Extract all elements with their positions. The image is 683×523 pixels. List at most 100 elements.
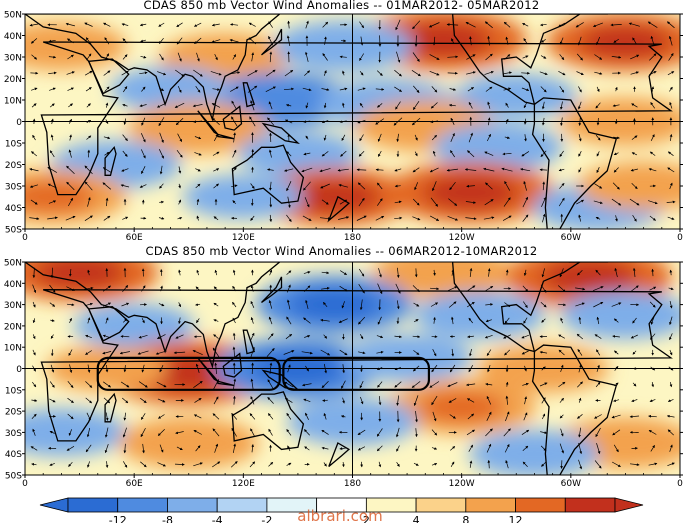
wind-vector xyxy=(287,445,291,452)
wind-vector xyxy=(614,86,618,92)
wind-vector xyxy=(614,350,619,355)
wind-vector xyxy=(613,152,619,156)
wind-vector xyxy=(195,168,201,172)
wind-vector xyxy=(375,168,384,172)
wind-vector xyxy=(121,397,129,404)
wind-vector xyxy=(177,85,182,93)
wind-vector xyxy=(487,35,491,46)
wind-vector xyxy=(159,87,164,91)
wind-vector xyxy=(268,428,273,436)
wind-vector xyxy=(650,35,655,46)
wind-vector xyxy=(504,349,511,356)
wind-vector xyxy=(520,168,531,172)
wind-vector xyxy=(539,168,548,172)
wind-vector xyxy=(394,184,401,188)
wind-vector xyxy=(66,181,75,191)
wind-vector xyxy=(303,317,311,324)
wind-vector xyxy=(339,447,347,450)
wind-vector xyxy=(249,461,256,468)
wind-vector xyxy=(250,396,255,405)
wind-vector xyxy=(595,269,601,276)
wind-vector xyxy=(265,69,276,77)
wind-vector xyxy=(505,269,509,276)
wind-vector xyxy=(412,52,420,62)
wind-vector xyxy=(632,267,636,278)
wind-vector xyxy=(323,334,328,339)
wind-vector xyxy=(485,286,494,292)
colorbar-label: 8 xyxy=(462,514,469,523)
wind-vector xyxy=(104,443,109,454)
wind-vector xyxy=(557,285,566,293)
wind-vector xyxy=(412,285,420,293)
wind-vector xyxy=(214,53,218,61)
wind-vector xyxy=(395,427,400,438)
wind-vector xyxy=(524,365,527,372)
wind-vector xyxy=(193,69,203,77)
wind-vector xyxy=(102,334,111,339)
wind-vector xyxy=(484,199,494,206)
wind-vector xyxy=(30,446,38,451)
wind-vector xyxy=(178,183,181,189)
wind-vector xyxy=(48,200,57,204)
wind-vector xyxy=(505,102,509,108)
wind-vector xyxy=(433,316,436,324)
wind-vector xyxy=(485,53,493,61)
wind-vector xyxy=(558,168,565,172)
wind-vector xyxy=(358,197,365,207)
wind-vector xyxy=(578,397,582,403)
wind-vector xyxy=(466,285,476,292)
wind-vector xyxy=(87,197,91,207)
wind-vector xyxy=(486,133,491,142)
wind-vector xyxy=(413,350,420,355)
wind-vector xyxy=(301,351,313,355)
wind-vector xyxy=(559,54,565,61)
wind-vector xyxy=(613,136,620,140)
wind-vector xyxy=(596,316,600,325)
wind-vector xyxy=(249,116,256,127)
wind-vector xyxy=(669,382,673,388)
wind-vector xyxy=(596,86,600,93)
wind-vector xyxy=(466,383,476,387)
wind-vector xyxy=(139,104,147,107)
wind-vector xyxy=(301,167,313,173)
wind-vector xyxy=(268,461,274,467)
wind-vector xyxy=(321,446,329,450)
colorbar-low-arrow xyxy=(39,497,69,513)
wind-vector xyxy=(103,70,111,76)
wind-vector xyxy=(177,133,183,143)
lon-label: 120W xyxy=(449,233,475,243)
colorbar-segment xyxy=(465,497,516,513)
wind-vector xyxy=(469,349,472,357)
wind-vector xyxy=(194,152,202,156)
wind-vector xyxy=(594,460,602,469)
wind-vector xyxy=(29,23,39,27)
wind-vector xyxy=(284,119,293,124)
wind-vector xyxy=(32,381,37,388)
wind-vector xyxy=(140,149,146,159)
wind-vector xyxy=(87,364,91,373)
wind-vector xyxy=(611,55,622,59)
wind-vector xyxy=(396,395,400,406)
wind-vector xyxy=(577,381,583,388)
wind-vector xyxy=(323,412,327,420)
wind-vector xyxy=(32,365,36,372)
wind-vector xyxy=(468,101,473,109)
wind-vector xyxy=(650,316,655,325)
wind-vector xyxy=(104,53,110,61)
wind-vector xyxy=(666,414,675,418)
anomaly-blob xyxy=(414,291,546,340)
wind-vector xyxy=(342,364,346,374)
coastline xyxy=(222,352,243,378)
wind-vector xyxy=(411,381,421,388)
lat-label: 10N xyxy=(4,97,22,107)
wind-vector xyxy=(86,427,91,438)
wind-vector xyxy=(212,88,221,91)
wind-vector xyxy=(159,364,164,373)
wind-vector xyxy=(195,183,201,189)
wind-vector xyxy=(287,196,291,208)
coastline xyxy=(87,58,130,95)
wind-vector xyxy=(395,101,401,110)
wind-vector xyxy=(450,132,455,143)
wind-vector xyxy=(174,69,185,77)
wind-vector xyxy=(337,168,349,172)
